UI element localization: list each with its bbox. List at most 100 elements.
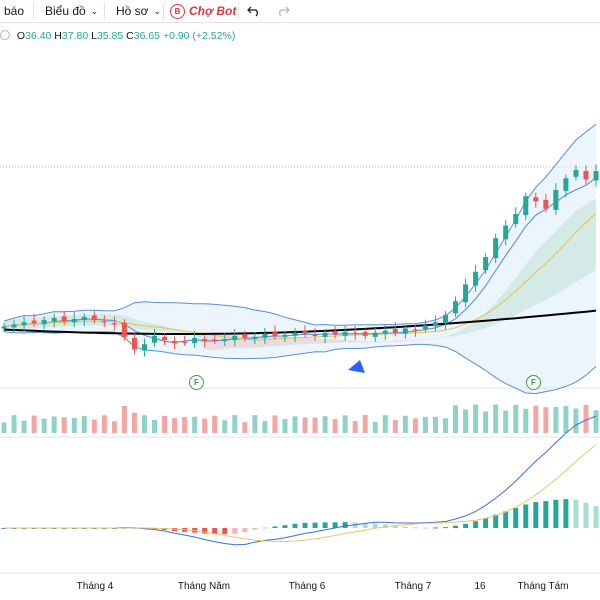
macd-histogram-bar bbox=[272, 526, 278, 528]
macd-histogram-bar bbox=[202, 528, 208, 534]
redo-icon bbox=[279, 6, 290, 17]
volume-bar bbox=[342, 415, 348, 433]
volume-bar bbox=[483, 411, 489, 433]
close-value: 36.65 bbox=[133, 30, 161, 42]
candle-body bbox=[573, 169, 579, 177]
profile-menu-label: Hồ sơ bbox=[116, 4, 149, 18]
volume-bar bbox=[192, 416, 198, 433]
macd-histogram-bar bbox=[412, 527, 418, 529]
candle-body bbox=[372, 332, 378, 337]
volume-bar bbox=[222, 420, 228, 433]
volume-bar bbox=[503, 410, 509, 433]
candle-body bbox=[402, 328, 408, 334]
chevron-down-icon: ⌄ bbox=[90, 5, 99, 16]
macd-histogram-bar bbox=[483, 518, 489, 528]
candle-body bbox=[182, 341, 188, 343]
candle-body bbox=[493, 238, 499, 259]
candle-body bbox=[71, 319, 77, 323]
chart-menu-button[interactable]: Biểu đồ ⌄ bbox=[45, 0, 98, 22]
volume-bar bbox=[172, 418, 178, 433]
low-value: 35.85 bbox=[96, 30, 124, 42]
volume-bar bbox=[372, 421, 378, 433]
macd-histogram-bar bbox=[352, 522, 358, 528]
volume-bar bbox=[362, 415, 368, 433]
profile-menu-button[interactable]: Hồ sơ ⌄ bbox=[116, 0, 161, 22]
macd-histogram-bar bbox=[543, 501, 549, 528]
volume-bar bbox=[382, 415, 388, 433]
candle-body bbox=[412, 329, 418, 331]
alert-button[interactable]: i báo bbox=[0, 0, 24, 22]
macd-histogram-bar bbox=[493, 514, 499, 528]
candle-body bbox=[152, 335, 158, 343]
macd-histogram-bar bbox=[573, 499, 579, 528]
volume-bar bbox=[152, 419, 158, 433]
candle-body bbox=[81, 316, 87, 321]
candle-body bbox=[141, 344, 147, 351]
candle-body bbox=[463, 284, 469, 303]
toolbar-divider bbox=[163, 2, 164, 20]
candle-body bbox=[533, 197, 539, 202]
candle-body bbox=[242, 334, 248, 338]
macd-histogram-bar bbox=[312, 522, 318, 528]
macd-signal-line bbox=[4, 444, 597, 543]
macd-histogram-bar bbox=[402, 526, 408, 528]
candle-body bbox=[483, 257, 489, 271]
candle-body bbox=[352, 332, 358, 334]
volume-bar bbox=[111, 421, 117, 433]
volume-bar bbox=[322, 416, 328, 433]
candle-body bbox=[91, 315, 97, 321]
candle-body bbox=[121, 322, 127, 337]
candle-body bbox=[222, 339, 228, 342]
change-value: +0.90 (+2.52%) bbox=[162, 30, 236, 42]
candle-body bbox=[51, 318, 57, 322]
toolbar-divider bbox=[238, 2, 239, 20]
volume-bar bbox=[141, 415, 147, 433]
macd-histogram-bar bbox=[432, 527, 438, 529]
macd-histogram-bar bbox=[503, 511, 509, 528]
volume-bar bbox=[543, 407, 549, 433]
candle-body bbox=[442, 314, 448, 324]
candle-body bbox=[342, 331, 348, 336]
volume-bar bbox=[302, 417, 308, 433]
volume-bar bbox=[91, 419, 97, 433]
volume-bar bbox=[523, 408, 529, 433]
bollinger-lower-line bbox=[3, 331, 597, 395]
macd-histogram-bar bbox=[513, 507, 519, 528]
bot-market-button[interactable]: B Chợ Bot bbox=[170, 0, 236, 22]
volume-bar bbox=[442, 418, 448, 433]
volume-bar bbox=[212, 415, 218, 433]
candle-body bbox=[292, 332, 298, 336]
volume-bar bbox=[292, 416, 298, 433]
macd-histogram-bar bbox=[282, 525, 288, 528]
time-axis-label: Tháng 7 bbox=[394, 581, 432, 592]
redo-button[interactable] bbox=[276, 0, 290, 22]
volume-bar bbox=[422, 416, 428, 433]
legend-toggle-icon[interactable] bbox=[0, 30, 10, 40]
candle-body bbox=[61, 316, 67, 322]
candle-body bbox=[172, 341, 178, 344]
time-axis-label: Tháng Tám bbox=[517, 581, 569, 592]
event-marker[interactable]: F bbox=[526, 375, 541, 390]
time-axis-label: 16 bbox=[474, 581, 486, 592]
candle-body bbox=[473, 271, 479, 286]
candle-body bbox=[262, 333, 268, 338]
drawing-arrow-marker[interactable] bbox=[348, 360, 365, 373]
volume-bar bbox=[312, 417, 318, 433]
volume-bar bbox=[402, 415, 408, 433]
volume-bar bbox=[513, 404, 519, 433]
high-value: 37.80 bbox=[61, 30, 89, 42]
volume-bar bbox=[583, 404, 589, 433]
candle-body bbox=[392, 329, 398, 333]
volume-bar bbox=[11, 415, 17, 433]
macd-histogram-bar bbox=[292, 523, 298, 528]
macd-histogram-bar bbox=[212, 528, 218, 535]
volume-bar bbox=[31, 415, 37, 433]
close-key: C bbox=[126, 30, 134, 42]
candle-body bbox=[282, 334, 288, 337]
macd-histogram-bar bbox=[262, 527, 268, 529]
macd-histogram-bar bbox=[332, 522, 338, 528]
undo-button[interactable] bbox=[247, 0, 261, 22]
event-marker[interactable]: F bbox=[189, 375, 204, 390]
candle-body bbox=[162, 336, 168, 341]
